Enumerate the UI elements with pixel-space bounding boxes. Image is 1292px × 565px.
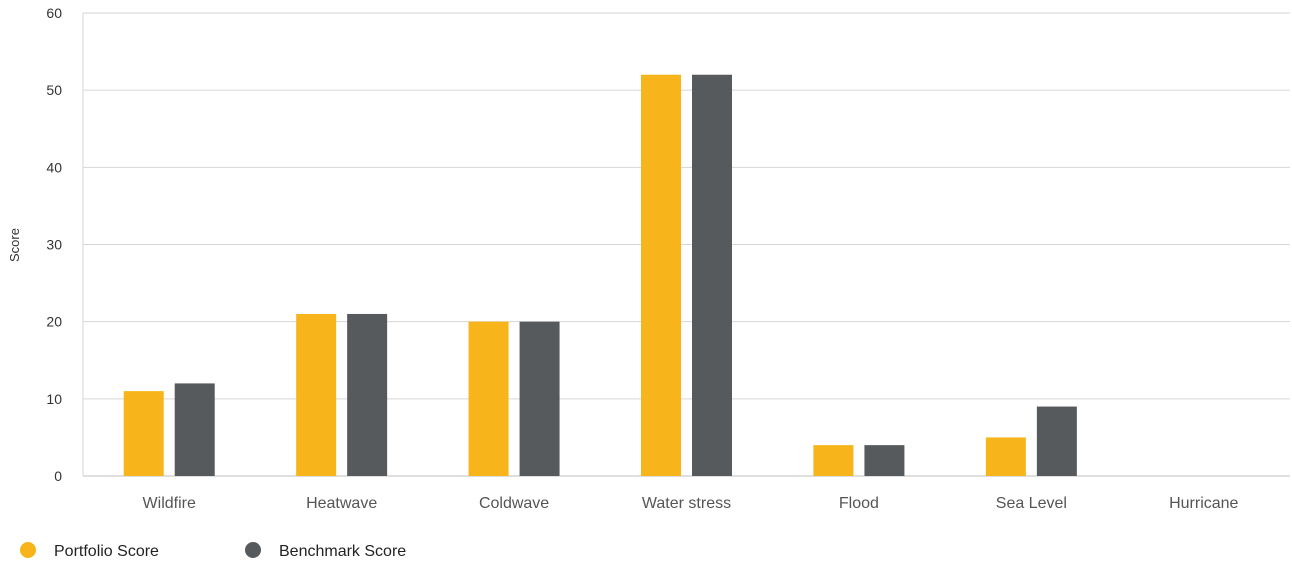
x-category-label: Sea Level bbox=[996, 495, 1067, 512]
legend-label: Benchmark Score bbox=[279, 543, 406, 560]
bar-benchmark-score bbox=[1036, 406, 1077, 476]
bar-benchmark-score bbox=[864, 445, 905, 476]
bar-benchmark-score bbox=[519, 321, 560, 476]
bar-portfolio-score bbox=[296, 313, 337, 476]
bar-portfolio-score bbox=[985, 437, 1026, 476]
bar-portfolio-score bbox=[813, 445, 854, 476]
bar-portfolio-score bbox=[468, 321, 509, 476]
legend-marker bbox=[245, 542, 261, 558]
y-tick-label: 40 bbox=[46, 159, 62, 175]
x-category-label: Flood bbox=[839, 495, 879, 512]
y-tick-label: 20 bbox=[46, 314, 62, 330]
y-tick-label: 30 bbox=[46, 237, 62, 253]
legend-label: Portfolio Score bbox=[54, 543, 159, 560]
legend-marker bbox=[20, 542, 36, 558]
y-tick-label: 60 bbox=[46, 5, 62, 21]
y-axis-ticks: 0 10 20 30 40 50 60 bbox=[46, 5, 62, 484]
bar-portfolio-score bbox=[641, 74, 681, 476]
x-category-label: Wildfire bbox=[143, 495, 196, 512]
x-category-label: Hurricane bbox=[1169, 495, 1238, 512]
gridlines bbox=[82, 12, 1290, 477]
x-axis-categories: Wildfire Heatwave Coldwave Water stress Floo… bbox=[143, 495, 1239, 512]
bar-benchmark-score bbox=[174, 383, 215, 476]
bars bbox=[123, 74, 1077, 476]
legend: Portfolio Score Benchmark Score bbox=[20, 542, 406, 560]
bar-benchmark-score bbox=[692, 74, 732, 476]
bar-portfolio-score bbox=[123, 391, 164, 476]
x-category-label: Heatwave bbox=[306, 495, 377, 512]
x-category-label: Coldwave bbox=[479, 495, 549, 512]
y-tick-label: 50 bbox=[46, 82, 62, 98]
y-axis-title: Score bbox=[7, 228, 22, 262]
bar-benchmark-score bbox=[347, 313, 388, 476]
x-category-label: Water stress bbox=[642, 495, 731, 512]
y-tick-label: 0 bbox=[54, 468, 62, 484]
y-tick-label: 10 bbox=[46, 391, 62, 407]
